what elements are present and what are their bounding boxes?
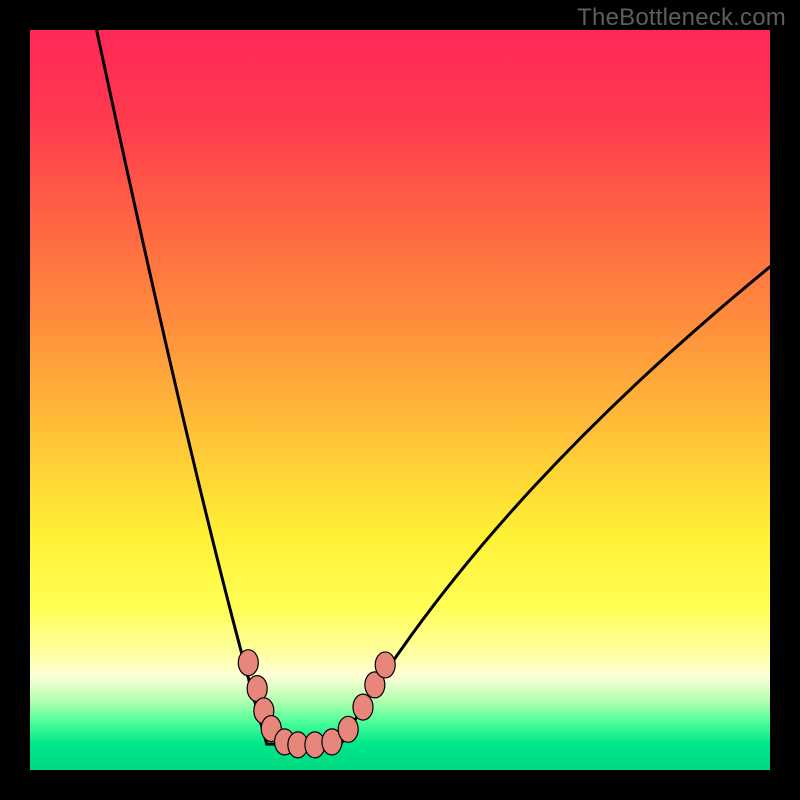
watermark-text: TheBottleneck.com bbox=[577, 4, 786, 32]
chart-svg bbox=[30, 30, 770, 770]
data-marker bbox=[238, 650, 258, 676]
data-marker bbox=[353, 694, 373, 720]
data-marker bbox=[338, 716, 358, 742]
plot-area bbox=[30, 30, 770, 770]
gradient-background bbox=[30, 30, 770, 770]
chart-frame: TheBottleneck.com bbox=[0, 0, 800, 800]
data-marker bbox=[375, 652, 395, 678]
